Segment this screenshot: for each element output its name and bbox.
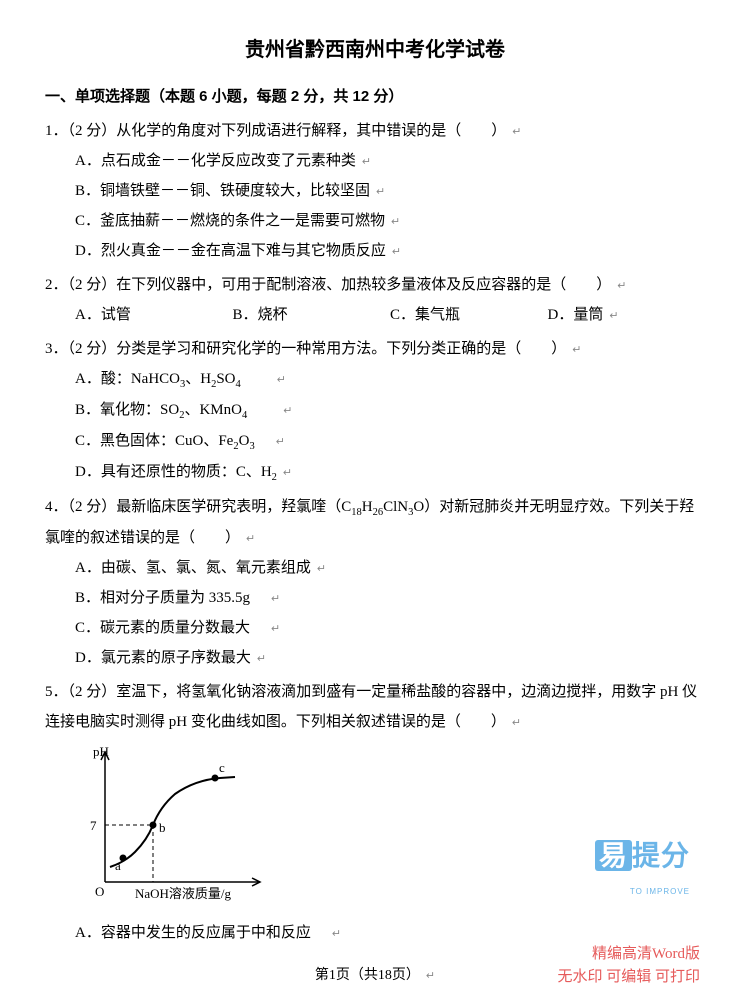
section-header: 一、单项选择题（本题 6 小题，每题 2 分，共 12 分） bbox=[45, 82, 705, 112]
q5-stem: 5．（2 分）室温下，将氢氧化钠溶液滴加到盛有一定量稀盐酸的容器中，边滴边搅拌，… bbox=[45, 677, 705, 737]
y-tick-7: 7 bbox=[90, 818, 97, 833]
q3-option-b: B．氧化物：SO2、KMnO4 ↵ bbox=[45, 395, 705, 426]
page-number: 第1页（共18页）↵ bbox=[0, 962, 750, 990]
question-5: 5．（2 分）室温下，将氢氧化钠溶液滴加到盛有一定量稀盐酸的容器中，边滴边搅拌，… bbox=[45, 677, 705, 948]
q1-option-c: C．釜底抽薪－－燃烧的条件之一是需要可燃物↵ bbox=[45, 206, 705, 236]
x-axis-label: NaOH溶液质量/g bbox=[135, 886, 232, 901]
point-c-label: c bbox=[219, 760, 225, 775]
q2-option-c: C．集气瓶 bbox=[390, 300, 548, 330]
q1-stem: 1．（2 分）从化学的角度对下列成语进行解释，其中错误的是（ ）↵ bbox=[45, 116, 705, 146]
q2-option-b: B．烧杯 bbox=[233, 300, 391, 330]
q3-option-d: D．具有还原性的物质：C、H2↵ bbox=[45, 457, 705, 488]
q4-option-a: A．由碳、氢、氯、氮、氧元素组成↵ bbox=[45, 553, 705, 583]
question-4: 4．（2 分）最新临床医学研究表明，羟氯喹（C18H26ClN3O）对新冠肺炎并… bbox=[45, 492, 705, 673]
point-a-label: a bbox=[115, 858, 121, 873]
q2-stem: 2．（2 分）在下列仪器中，可用于配制溶液、加热较多量液体及反应容器的是（ ）↵ bbox=[45, 270, 705, 300]
origin-label: O bbox=[95, 884, 104, 899]
q4-option-b: B．相对分子质量为 335.5g ↵ bbox=[45, 583, 705, 613]
q1-option-d: D．烈火真金－－金在高温下难与其它物质反应↵ bbox=[45, 236, 705, 266]
q3-stem: 3．（2 分）分类是学习和研究化学的一种常用方法。下列分类正确的是（ ）↵ bbox=[45, 334, 705, 364]
return-icon: ↵ bbox=[506, 126, 521, 138]
q4-option-d: D．氯元素的原子序数最大↵ bbox=[45, 643, 705, 673]
q3-option-a: A．酸：NaHCO3、H2SO4 ↵ bbox=[45, 364, 705, 395]
q1-option-b: B．铜墙铁壁－－铜、铁硬度较大，比较坚固↵ bbox=[45, 176, 705, 206]
q4-stem: 4．（2 分）最新临床医学研究表明，羟氯喹（C18H26ClN3O）对新冠肺炎并… bbox=[45, 492, 705, 553]
point-b-label: b bbox=[159, 820, 166, 835]
q2-option-d: D．量筒↵ bbox=[548, 300, 706, 330]
y-axis-label: pH bbox=[93, 744, 109, 759]
page-title: 贵州省黔西南州中考化学试卷 bbox=[45, 30, 705, 70]
q2-options: A．试管 B．烧杯 C．集气瓶 D．量筒↵ bbox=[45, 300, 705, 330]
q2-option-a: A．试管 bbox=[75, 300, 233, 330]
q3-option-c: C．黑色固体：CuO、Fe2O3 ↵ bbox=[45, 426, 705, 457]
question-3: 3．（2 分）分类是学习和研究化学的一种常用方法。下列分类正确的是（ ）↵ A．… bbox=[45, 334, 705, 488]
question-2: 2．（2 分）在下列仪器中，可用于配制溶液、加热较多量液体及反应容器的是（ ）↵… bbox=[45, 270, 705, 330]
q1-option-a: A．点石成金－－化学反应改变了元素种类↵ bbox=[45, 146, 705, 176]
watermark-logo: 易提分 TO IMPROVE bbox=[595, 828, 690, 900]
question-1: 1．（2 分）从化学的角度对下列成语进行解释，其中错误的是（ ）↵ A．点石成金… bbox=[45, 116, 705, 266]
q4-option-c: C．碳元素的质量分数最大 ↵ bbox=[45, 613, 705, 643]
